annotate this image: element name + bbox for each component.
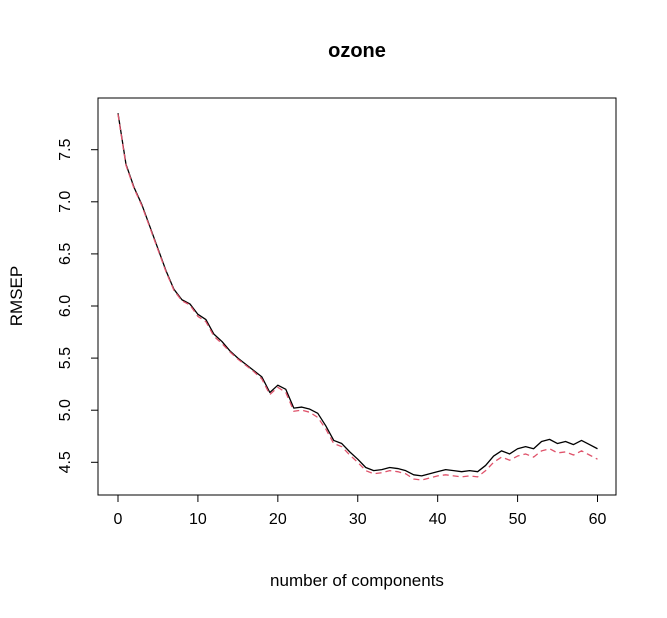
y-tick-label: 6.0: [57, 295, 74, 317]
plot-frame: [97, 97, 617, 496]
x-tick-label: 0: [114, 511, 123, 528]
x-tick-label: 30: [349, 511, 367, 528]
series-layer: [117, 113, 598, 481]
y-tick-label: 4.5: [57, 451, 74, 473]
x-tick-label: 40: [429, 511, 447, 528]
y-tick-label: 5.0: [57, 399, 74, 421]
x-axis-label: number of components: [270, 571, 444, 590]
y-tick-label: 5.5: [57, 347, 74, 369]
x-tick-label: 10: [189, 511, 207, 528]
y-tick-label: 6.5: [57, 243, 74, 265]
series-line-2: [117, 114, 598, 481]
y-axis: 4.5 5.0 5.5 6.0 6.5 7.0 7.5: [57, 138, 99, 473]
x-tick-label: 20: [269, 511, 287, 528]
x-axis: 0 10 20 30 40 50 60: [114, 494, 607, 528]
series-line-1: [117, 113, 598, 477]
x-tick-label: 60: [589, 511, 607, 528]
y-axis-label: RMSEP: [7, 266, 26, 326]
chart-title: ozone: [328, 40, 386, 62]
x-tick-label: 50: [509, 511, 527, 528]
y-tick-label: 7.5: [57, 138, 74, 160]
y-tick-label: 7.0: [57, 191, 74, 213]
